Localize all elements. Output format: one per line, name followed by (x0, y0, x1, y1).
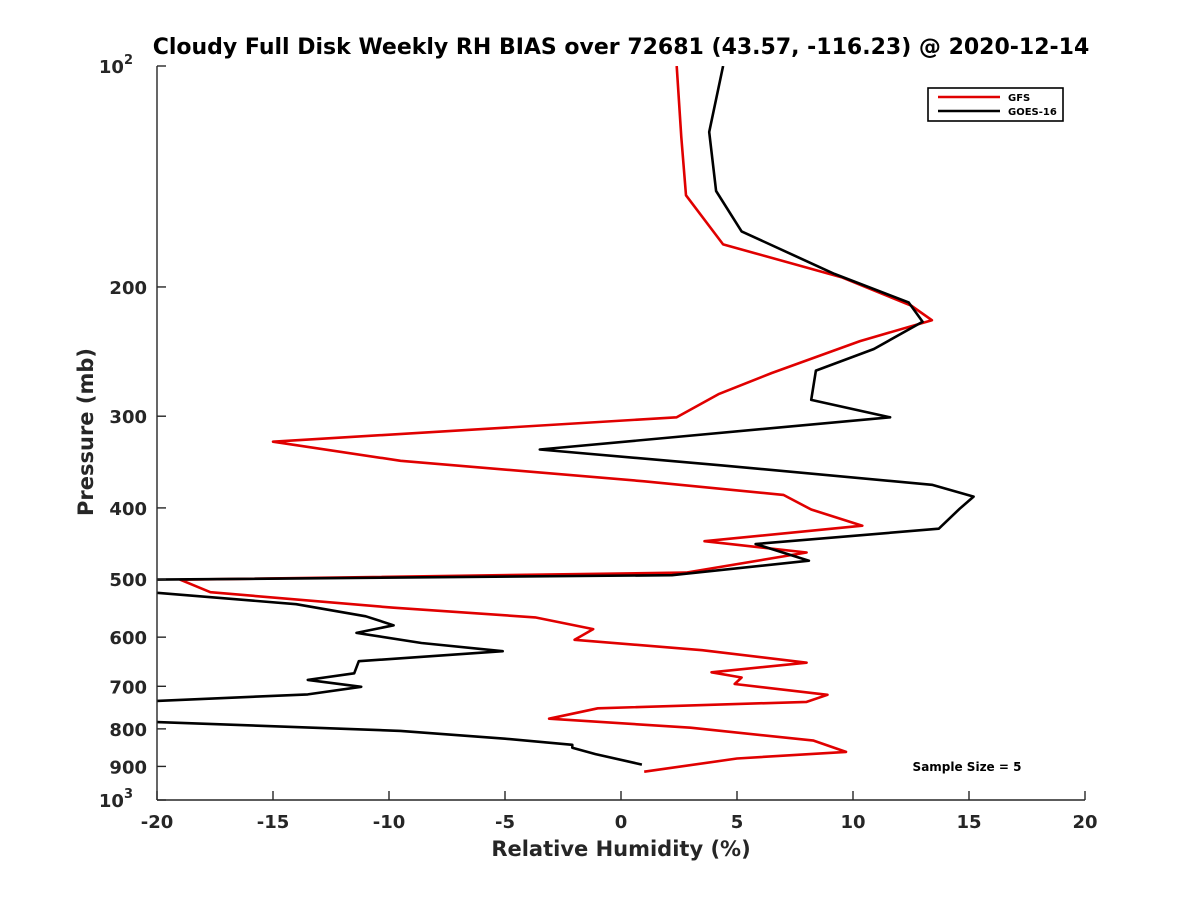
x-tick-label: -5 (495, 812, 515, 833)
x-tick-label: -20 (141, 812, 174, 833)
y-tick-label: 500 (109, 570, 147, 591)
y-tick-label: 300 (109, 407, 147, 428)
series-line-gfs (178, 66, 934, 773)
x-tick-label: 0 (615, 812, 628, 833)
legend-label: GFS (1008, 93, 1030, 104)
y-tick-exponent: 2 (124, 53, 133, 68)
chart-title: Cloudy Full Disk Weekly RH BIAS over 726… (153, 35, 1090, 60)
x-tick-label: 20 (1072, 812, 1097, 833)
x-axis-label: Relative Humidity (%) (491, 837, 750, 861)
legend-label: GOES-16 (1008, 107, 1057, 118)
x-tick-label: 15 (956, 812, 981, 833)
y-tick-label: 200 (109, 278, 147, 299)
y-tick-exponent: 3 (124, 787, 133, 802)
series-line-goes-16 (157, 66, 975, 766)
y-tick-label: 900 (109, 757, 147, 778)
sample-size-annotation: Sample Size = 5 (913, 760, 1022, 774)
x-tick-label: 10 (840, 812, 865, 833)
x-tick-label: -10 (373, 812, 406, 833)
legend-box (927, 87, 1064, 122)
x-tick-label: -15 (257, 812, 290, 833)
x-tick-label: 5 (731, 812, 744, 833)
y-tick-label: 800 (109, 720, 147, 741)
y-axis-label: Pressure (mb) (74, 348, 98, 516)
axes: -20 -15 -10 -5 0 5 10 15 20 102 200 300 400 500 600 700… (99, 53, 1098, 833)
legend: GFS GOES-16 (927, 87, 1064, 122)
plot-area (157, 66, 975, 773)
y-tick-label: 102 (99, 53, 133, 78)
y-tick-label: 700 (109, 677, 147, 698)
y-tick-label: 400 (109, 499, 147, 520)
y-tick-label: 600 (109, 628, 147, 649)
y-tick-label: 103 (99, 787, 133, 812)
